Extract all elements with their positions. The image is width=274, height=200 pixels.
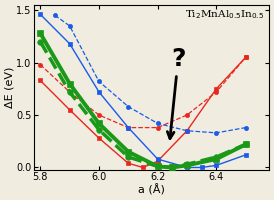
X-axis label: a (Å): a (Å) <box>138 184 165 195</box>
Text: Ti$_2$MnAl$_{0.5}$In$_{0.5}$: Ti$_2$MnAl$_{0.5}$In$_{0.5}$ <box>185 8 264 21</box>
Y-axis label: ΔE (eV): ΔE (eV) <box>5 67 15 108</box>
Text: ?: ? <box>167 47 185 139</box>
